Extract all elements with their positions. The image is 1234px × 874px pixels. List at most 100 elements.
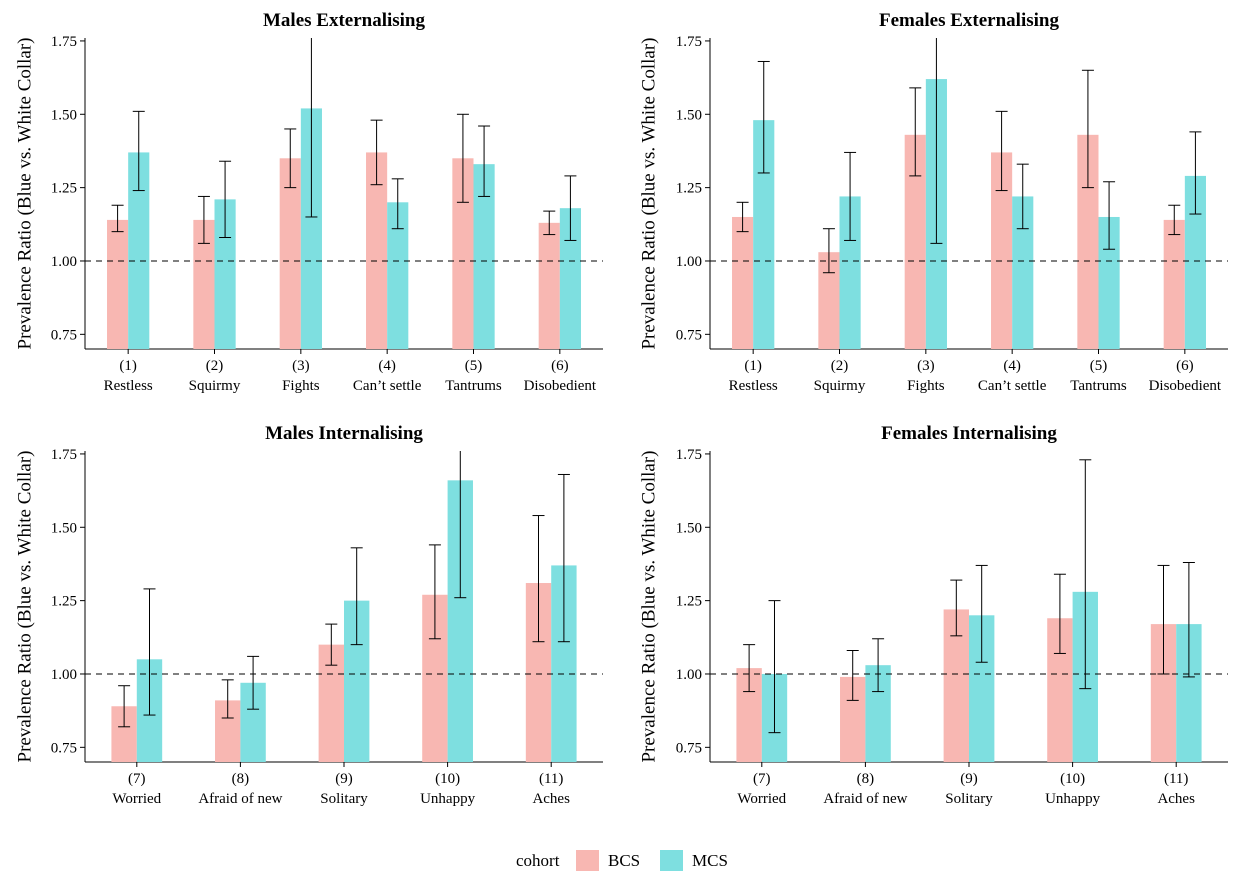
- error-bar-mcs: [350, 547, 363, 646]
- error-bar-mcs: [1189, 131, 1202, 215]
- bar-bcs: [193, 219, 215, 349]
- y-tick-label: 1.75: [676, 447, 702, 463]
- bar-bcs: [538, 222, 560, 349]
- x-tick-label-name: Worried: [112, 791, 161, 807]
- x-tick-label-number: (5): [465, 358, 483, 374]
- error-bar-mcs: [872, 638, 885, 693]
- error-bar-bcs: [950, 579, 963, 637]
- x-tick-label-name: Fights: [282, 378, 320, 394]
- error-bar-mcs: [1016, 163, 1029, 230]
- x-tick-label-number: (9): [335, 771, 353, 787]
- error-bar-mcs: [478, 125, 491, 197]
- x-tick-label-name: Can’t settle: [353, 378, 422, 394]
- legend-swatch-mcs: [660, 850, 683, 871]
- x-tick-label-name: Solitary: [320, 791, 368, 807]
- bar-mcs: [1012, 196, 1034, 349]
- x-tick-label-number: (8): [857, 771, 875, 787]
- y-tick-label: 1.50: [676, 107, 702, 123]
- error-bar-bcs: [736, 201, 749, 233]
- error-bar-bcs: [428, 544, 441, 640]
- error-bar-bcs: [543, 210, 556, 236]
- bar-mcs: [387, 202, 409, 349]
- y-tick-label: 1.75: [51, 34, 77, 50]
- x-tick-label-name: Disobedient: [1149, 378, 1222, 394]
- bar-bcs: [991, 152, 1013, 349]
- bar-mcs: [753, 120, 775, 349]
- x-tick-label-number: (7): [128, 771, 146, 787]
- error-bar-mcs: [557, 473, 570, 643]
- error-bar-mcs: [391, 178, 404, 230]
- y-tick-label: 1.00: [51, 254, 77, 270]
- bar-bcs: [732, 216, 754, 349]
- x-tick-label-number: (6): [551, 358, 569, 374]
- error-bar-mcs: [844, 151, 857, 241]
- x-tick-label-number: (3): [292, 358, 310, 374]
- bar-bcs: [1077, 134, 1099, 349]
- error-bar-bcs: [1053, 573, 1066, 654]
- y-tick-label: 1.25: [51, 594, 77, 610]
- x-tick-label-name: Can’t settle: [978, 378, 1047, 394]
- error-bar-bcs: [221, 679, 234, 719]
- y-tick-label: 1.50: [51, 520, 77, 536]
- y-axis-label: Prevalence Ratio (Blue vs. White Collar): [638, 37, 659, 349]
- bar-mcs: [214, 199, 236, 349]
- x-tick-label-number: (10): [1060, 771, 1085, 787]
- error-bar-bcs: [1157, 564, 1170, 675]
- x-tick-label-number: (3): [917, 358, 935, 374]
- bar-bcs: [107, 219, 129, 349]
- panel-title: Females Internalising: [881, 423, 1057, 444]
- x-tick-label-name: Fights: [907, 378, 945, 394]
- panels: Males Externalising Prevalence Ratio (Blu…: [14, 10, 1228, 807]
- error-bar-bcs: [118, 685, 131, 728]
- error-bar-bcs: [284, 128, 297, 189]
- y-tick-label: 0.75: [676, 740, 702, 756]
- legend-title: cohort: [516, 851, 560, 870]
- y-tick-label: 1.50: [51, 107, 77, 123]
- error-bar-mcs: [1079, 459, 1092, 690]
- error-bar-mcs: [454, 451, 467, 599]
- error-bar-bcs: [532, 515, 545, 643]
- legend-swatch-bcs: [576, 850, 599, 871]
- x-tick-label-name: Worried: [737, 791, 786, 807]
- error-bar-mcs: [132, 110, 145, 192]
- x-tick-label-number: (2): [206, 358, 224, 374]
- bar-mcs: [473, 164, 495, 349]
- error-bar-mcs: [247, 655, 260, 710]
- chart-panel-4: Females Internalising Prevalence Ratio (B…: [638, 423, 1228, 807]
- bar-bcs: [452, 158, 474, 349]
- x-tick-label-name: Aches: [532, 791, 570, 807]
- y-tick-label: 0.75: [676, 327, 702, 343]
- error-bar-mcs: [1182, 561, 1195, 678]
- x-tick-label-name: Tantrums: [445, 378, 502, 394]
- x-tick-label-name: Squirmy: [814, 378, 866, 394]
- y-axis-label: Prevalence Ratio (Blue vs. White Collar): [14, 450, 35, 762]
- y-tick-label: 1.75: [676, 34, 702, 50]
- chart-panel-3: Males Internalising Prevalence Ratio (Blu…: [14, 423, 603, 807]
- x-tick-label-name: Afraid of new: [823, 791, 907, 807]
- x-tick-label-name: Tantrums: [1070, 378, 1127, 394]
- y-tick-label: 1.50: [676, 520, 702, 536]
- error-bar-bcs: [111, 204, 124, 233]
- x-tick-label-name: Restless: [729, 378, 778, 394]
- y-tick-label: 1.25: [676, 594, 702, 610]
- x-tick-label-number: (11): [539, 771, 563, 787]
- x-tick-label-number: (2): [831, 358, 849, 374]
- x-tick-label-number: (1): [119, 358, 137, 374]
- x-tick-label-name: Solitary: [945, 791, 993, 807]
- bar-bcs: [1163, 219, 1185, 349]
- panel-title: Females Externalising: [879, 10, 1059, 31]
- x-tick-label-name: Unhappy: [420, 791, 475, 807]
- error-bar-mcs: [768, 600, 781, 734]
- error-bar-bcs: [1081, 69, 1094, 189]
- error-bar-bcs: [822, 228, 835, 274]
- bar-bcs: [366, 152, 388, 349]
- legend: cohort BCS MCS: [516, 850, 728, 871]
- y-tick-label: 1.00: [676, 667, 702, 683]
- error-bar-mcs: [1103, 181, 1116, 250]
- x-tick-label-number: (1): [744, 358, 762, 374]
- y-axis-label: Prevalence Ratio (Blue vs. White Collar): [638, 450, 659, 762]
- x-tick-label-number: (6): [1176, 358, 1194, 374]
- bar-mcs: [1098, 216, 1120, 349]
- error-bar-mcs: [143, 588, 156, 716]
